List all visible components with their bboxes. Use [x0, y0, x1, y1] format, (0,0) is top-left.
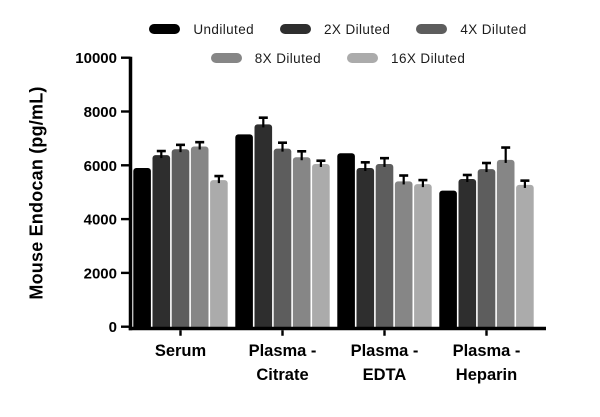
- bar-plasma-citrate-4x-diluted: [273, 148, 292, 330]
- x-category-label-plasma-citrate-line1: Plasma -: [249, 342, 317, 360]
- error-bar-plasma-citrate-4x-diluted: [278, 141, 287, 152]
- y-tick-label-2000: 2000: [84, 265, 117, 282]
- bar-plasma-heparin-2x-diluted: [458, 179, 477, 330]
- legend-label-4x-diluted: 4X Diluted: [460, 21, 527, 37]
- error-bar-serum-4x-diluted: [176, 143, 185, 153]
- x-category-label-serum-line1: Serum: [155, 342, 206, 360]
- bar-plasma-heparin-16x-diluted: [516, 184, 534, 330]
- bar-plasma-citrate-undiluted: [235, 134, 253, 330]
- error-bar-serum-8x-diluted: [195, 140, 205, 150]
- legend-swatch-16x-diluted: [347, 53, 379, 63]
- legend-label-undiluted: Undiluted: [193, 21, 255, 37]
- bar-serum-undiluted: [133, 168, 151, 330]
- chart-legend: Undiluted 2X Diluted 4X Diluted 8X Diluted 1…: [130, 15, 546, 72]
- x-category-label-plasma-heparin-line2: Heparin: [456, 366, 517, 384]
- bar-serum-4x-diluted: [171, 149, 190, 330]
- legend-label-8x-diluted: 8X Diluted: [254, 50, 322, 66]
- y-tick-label-4000: 4000: [84, 212, 117, 229]
- x-category-label-plasma-edta-line2: EDTA: [363, 366, 407, 384]
- error-bar-plasma-heparin-4x-diluted: [482, 161, 491, 173]
- error-bar-plasma-heparin-8x-diluted: [501, 146, 511, 163]
- error-bar-plasma-citrate-16x-diluted: [316, 159, 326, 167]
- error-bar-plasma-citrate-8x-diluted: [297, 150, 307, 161]
- x-category-label-plasma-citrate-line2: Citrate: [256, 366, 308, 384]
- bar-plasma-citrate-8x-diluted: [292, 157, 311, 330]
- error-bar-plasma-edta-4x-diluted: [380, 156, 389, 167]
- error-bar-serum-2x-diluted: [156, 149, 166, 159]
- error-bar-plasma-citrate-2x-diluted: [258, 116, 268, 128]
- bar-plasma-edta-16x-diluted: [414, 184, 432, 330]
- bar-plasma-edta-undiluted: [337, 153, 355, 330]
- legend-swatch-4x-diluted: [416, 24, 448, 34]
- legend-label-16x-diluted: 16X Diluted: [391, 50, 466, 66]
- legend-label-2x-diluted: 2X Diluted: [324, 21, 391, 37]
- bar-plasma-edta-4x-diluted: [375, 164, 394, 330]
- bar-plasma-heparin-8x-diluted: [496, 159, 515, 330]
- legend-row-1: Undiluted 2X Diluted 4X Diluted: [130, 15, 546, 43]
- bar-serum-8x-diluted: [190, 146, 209, 330]
- error-bar-serum-16x-diluted: [214, 174, 224, 184]
- error-bar-plasma-edta-16x-diluted: [418, 178, 428, 188]
- x-category-label-plasma-heparin-line1: Plasma -: [453, 342, 521, 360]
- y-tick-label-8000: 8000: [84, 104, 117, 121]
- x-category-label-plasma-edta-line1: Plasma -: [351, 342, 419, 360]
- error-bar-plasma-edta-2x-diluted: [360, 161, 370, 171]
- bar-plasma-edta-8x-diluted: [394, 181, 413, 330]
- legend-item-undiluted: Undiluted: [149, 22, 254, 37]
- legend-item-8x-diluted: 8X Diluted: [210, 50, 322, 66]
- legend-swatch-undiluted: [149, 24, 181, 34]
- legend-item-16x-diluted: 16X Diluted: [347, 51, 465, 66]
- legend-item-2x-diluted: 2X Diluted: [280, 22, 390, 37]
- bar-plasma-citrate-2x-diluted: [254, 124, 273, 331]
- y-tick-label-0: 0: [109, 319, 117, 336]
- bar-plasma-edta-2x-diluted: [356, 168, 375, 330]
- legend-row-2: 8X Diluted 16X Diluted: [130, 44, 546, 72]
- legend-swatch-8x-diluted: [210, 53, 242, 63]
- bar-plasma-heparin-4x-diluted: [477, 169, 496, 330]
- y-tick-label-6000: 6000: [84, 158, 117, 175]
- bar-plasma-heparin-undiluted: [439, 190, 457, 330]
- error-bar-plasma-heparin-2x-diluted: [462, 173, 472, 183]
- error-bar-plasma-heparin-16x-diluted: [520, 179, 530, 188]
- legend-item-4x-diluted: 4X Diluted: [416, 22, 526, 37]
- error-bar-plasma-edta-8x-diluted: [399, 174, 409, 185]
- legend-swatch-2x-diluted: [280, 24, 312, 34]
- bar-serum-16x-diluted: [210, 180, 228, 330]
- bar-plasma-citrate-16x-diluted: [312, 164, 330, 330]
- y-tick-label-10000: 10000: [75, 50, 117, 67]
- bar-serum-2x-diluted: [152, 155, 171, 330]
